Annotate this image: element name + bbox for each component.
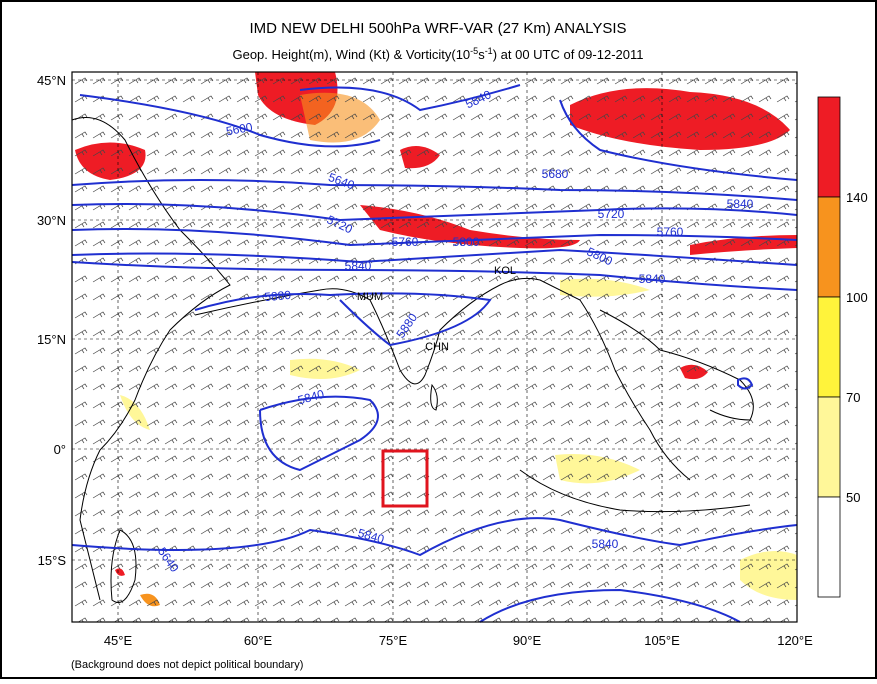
contour-label: 5840	[356, 526, 386, 547]
city-label: CHN	[425, 341, 449, 353]
contour-label: 5880	[264, 288, 292, 304]
map-area	[71, 72, 798, 623]
lon-label: 75°E	[379, 633, 408, 648]
contour-label: 5680	[542, 167, 569, 181]
lon-label: 105°E	[644, 633, 680, 648]
lat-label: 15°S	[38, 553, 67, 568]
wind-barbs	[72, 72, 797, 622]
contour-label: 5600	[225, 120, 254, 138]
contour-label: 5840	[345, 259, 372, 273]
lon-label: 90°E	[513, 633, 542, 648]
lon-label: 45°E	[104, 633, 133, 648]
subtitle-sup: -1	[485, 46, 493, 56]
contour-label: 5760	[657, 225, 684, 239]
highlight-box	[381, 449, 429, 508]
lon-label: 60°E	[244, 633, 273, 648]
contour-label: 5840	[296, 387, 326, 408]
subtitle-part: Geop. Height(m), Wind (Kt) & Vorticity(1…	[232, 47, 470, 62]
title: IMD NEW DELHI 500hPa WRF-VAR (27 Km) ANA…	[249, 20, 626, 37]
coastlines	[71, 117, 754, 603]
contour-label: 5840	[639, 272, 666, 286]
contour-label: 5760	[392, 235, 419, 249]
lat-label: 0°	[54, 442, 66, 457]
subtitle: Geop. Height(m), Wind (Kt) & Vorticity(1…	[232, 46, 643, 62]
lat-label: 30°N	[37, 213, 66, 228]
contour-label: 5840	[592, 537, 619, 551]
colorbar-label: 100	[846, 290, 868, 305]
subtitle-sup: -5	[470, 46, 478, 56]
contour-label: 5800	[453, 235, 480, 249]
city-label: KOL	[494, 265, 516, 277]
colorbar	[817, 96, 841, 598]
colorbar-label: 50	[846, 490, 860, 505]
height-contours	[71, 84, 798, 623]
lat-label: 45°N	[37, 73, 66, 88]
map-border	[71, 71, 798, 623]
lat-label: 15°N	[37, 332, 66, 347]
colorbar-label: 70	[846, 390, 860, 405]
city-label: MUM	[357, 291, 383, 303]
subtitle-part: ) at 00 UTC of 09-12-2011	[493, 47, 644, 62]
contour-label: 5720	[598, 207, 625, 221]
contour-label: 5840	[727, 197, 754, 211]
lon-label: 120°E	[777, 633, 813, 648]
subtitle-part: s	[478, 47, 485, 62]
footnote: (Background does not depict political bo…	[71, 659, 303, 671]
colorbar-label: 140	[846, 190, 868, 205]
